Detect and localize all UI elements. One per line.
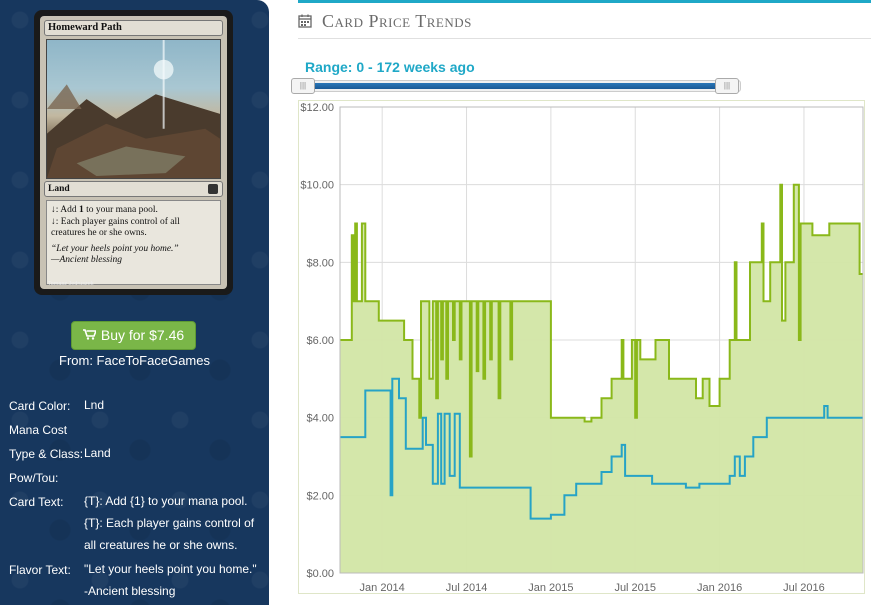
x-tick-label: Jan 2015 [528, 582, 573, 594]
range-slider-end-handle[interactable]: ||| [715, 78, 739, 94]
x-tick-label: Jan 2014 [360, 582, 405, 594]
section-title: Card Price Trends [322, 11, 472, 31]
x-tick-label: Jul 2014 [446, 582, 488, 594]
range-label: Range: 0 - 172 weeks ago [305, 59, 475, 75]
series-line [340, 377, 863, 520]
range-slider-fill [300, 83, 728, 89]
card-art [46, 39, 221, 179]
x-tick-label: Jan 2016 [697, 582, 742, 594]
y-tick-label: $10.00 [300, 180, 334, 192]
calendar-icon [298, 14, 312, 28]
card-details-panel: Homeward Path Land ↓: Add 1 to your mana… [0, 0, 269, 605]
divider [298, 38, 871, 39]
cart-icon [82, 323, 98, 350]
card-image: Homeward Path Land ↓: Add 1 to your mana… [34, 10, 233, 295]
plot-border [339, 106, 864, 574]
set-symbol-icon [208, 184, 218, 194]
x-tick-label: Jul 2016 [783, 582, 825, 594]
card-artist: Tomasz Jedruszek [48, 281, 94, 287]
accent-bar [298, 0, 871, 3]
buy-button[interactable]: Buy for $7.46 [71, 321, 196, 350]
price-chart-svg: $0.00 $2.00 $4.00 $6.00 $8.00 $10.00 $12.00 Jan… [298, 100, 865, 594]
series-line [340, 183, 863, 458]
y-tick-label: $0.00 [306, 568, 334, 580]
x-tick-label: Jul 2015 [614, 582, 656, 594]
y-tick-label: $2.00 [306, 490, 334, 502]
price-chart: $0.00 $2.00 $4.00 $6.00 $8.00 $10.00 $12.00 Jan… [298, 100, 865, 605]
y-tick-label: $8.00 [306, 257, 334, 269]
y-tick-label: $6.00 [306, 335, 334, 347]
card-type-line: Land [44, 181, 223, 197]
range-slider[interactable]: ||| ||| [291, 78, 741, 94]
card-name: Homeward Path [44, 20, 223, 36]
y-tick-label: $4.00 [306, 413, 334, 425]
range-slider-start-handle[interactable]: ||| [291, 78, 315, 94]
card-text-box: ↓: Add 1 to your mana pool. ↓: Each play… [46, 200, 221, 285]
vendor-label: From: FaceToFaceGames [59, 353, 210, 368]
y-tick-label: $12.00 [300, 102, 334, 114]
